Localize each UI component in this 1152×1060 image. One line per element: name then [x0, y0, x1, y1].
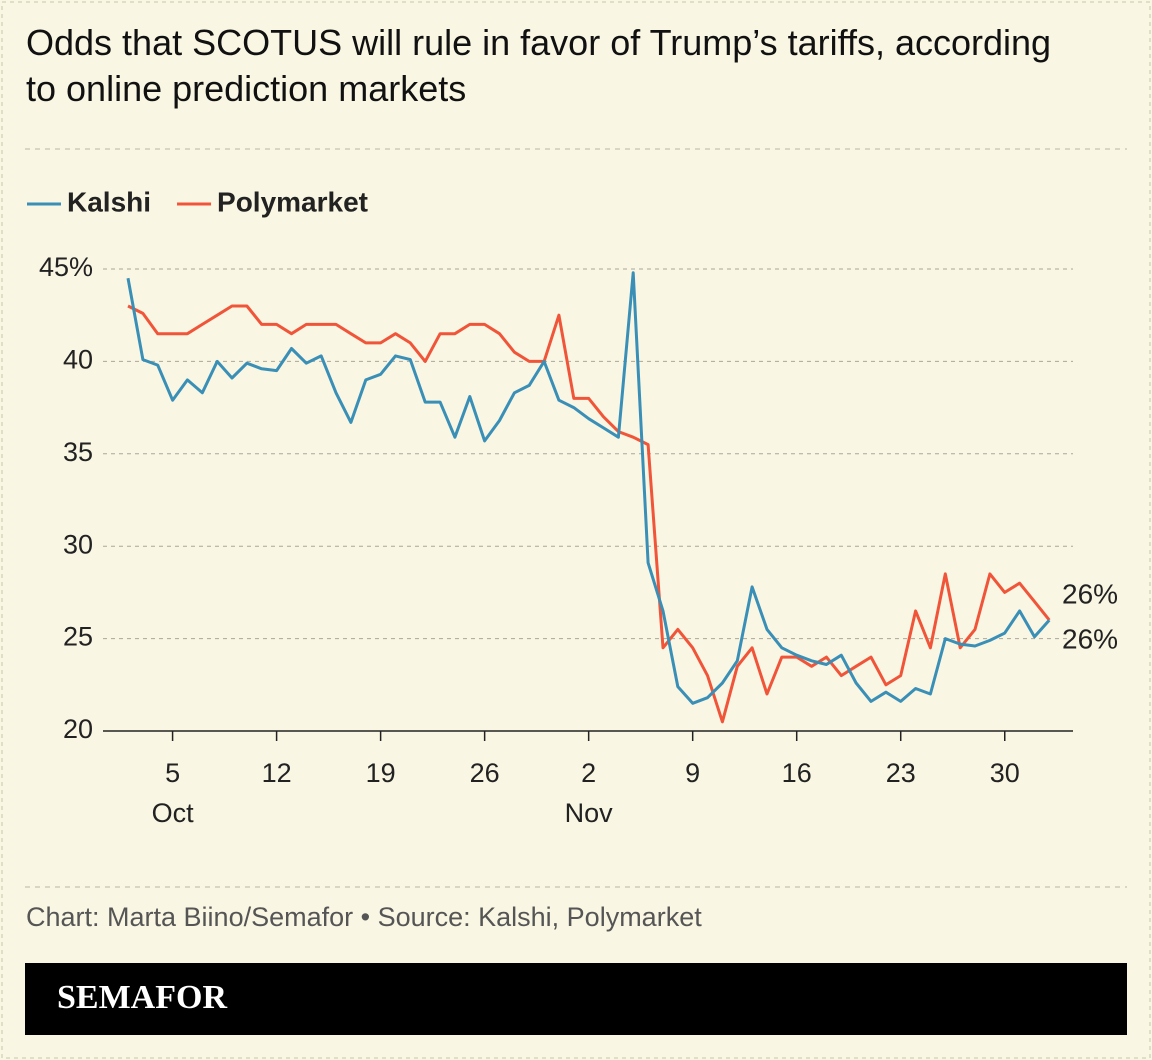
end-label: 26%: [1062, 578, 1118, 609]
credit: Chart: Marta Biino/Semafor • Source: Kal…: [26, 902, 702, 932]
series-line: [127, 304, 1051, 724]
y-tick-label: 20: [63, 714, 93, 744]
y-tick-label: 35: [63, 437, 93, 467]
y-tick-label: 40: [63, 345, 93, 375]
legend-label: Kalshi: [67, 186, 151, 217]
x-tick-label: 23: [886, 758, 916, 788]
legend-label: Polymarket: [217, 186, 368, 217]
x-tick-label: 5: [165, 758, 180, 788]
x-tick-label: 30: [990, 758, 1020, 788]
end-label: 26%: [1062, 623, 1118, 654]
y-tick-label: 25: [63, 622, 93, 652]
y-tick-label: 45%: [39, 252, 93, 282]
brand-bar: SEMAFOR: [25, 963, 1127, 1035]
x-tick-label: 12: [262, 758, 292, 788]
y-tick-label: 30: [63, 529, 93, 559]
x-tick-label: 2: [581, 758, 596, 788]
x-tick-label: 16: [782, 758, 812, 788]
month-label: Nov: [565, 798, 614, 828]
series-line: [126, 271, 1051, 705]
month-label: Oct: [152, 798, 195, 828]
x-tick-label: 19: [366, 758, 396, 788]
chart-title: Odds that SCOTUS will rule in favor of T…: [26, 22, 1052, 109]
x-tick-label: 26: [470, 758, 500, 788]
x-tick-label: 9: [685, 758, 700, 788]
brand: SEMAFOR: [57, 979, 227, 1016]
